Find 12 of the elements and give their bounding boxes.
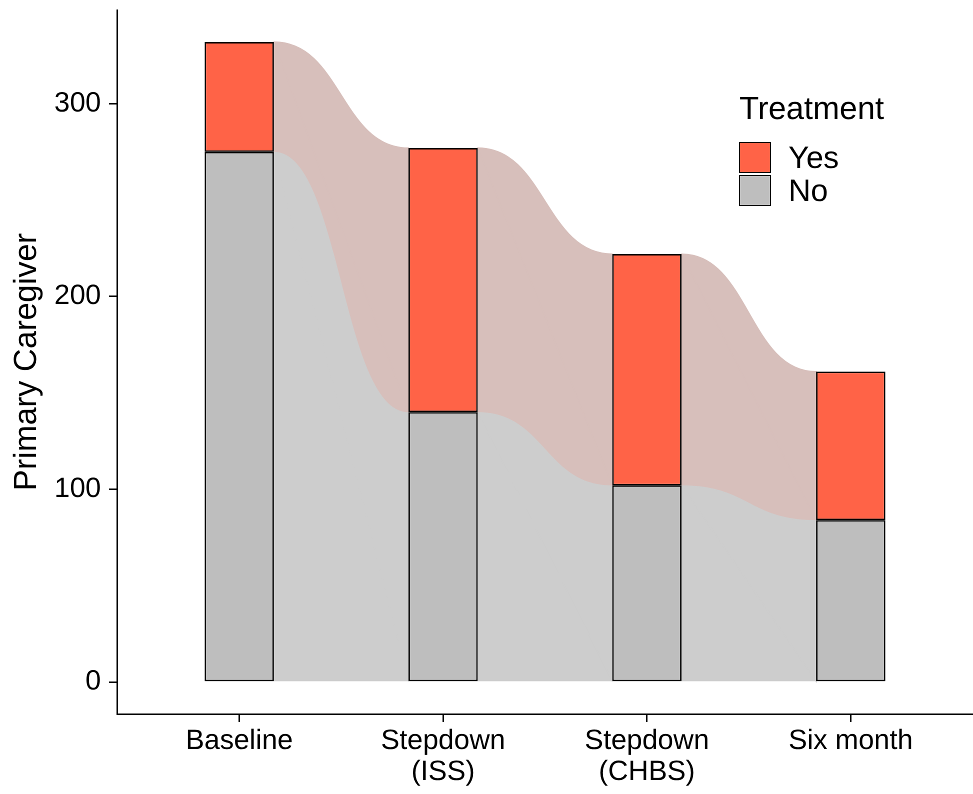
legend-label: No xyxy=(788,173,828,208)
legend-label: Yes xyxy=(788,140,839,175)
y-axis-title: Primary Caregiver xyxy=(7,232,44,491)
y-tick-label: 200 xyxy=(54,279,101,310)
y-tick-label: 100 xyxy=(54,472,101,503)
y-tick-label: 300 xyxy=(54,86,101,118)
x-tick-label: Stepdown (CHBS) xyxy=(584,724,710,786)
legend-title: Treatment xyxy=(739,90,884,126)
x-tick-label: Six month xyxy=(788,724,913,756)
x-tick-label: Stepdown (ISS) xyxy=(380,724,506,786)
y-tick-label: 0 xyxy=(85,664,101,696)
x-tick-label: Baseline xyxy=(186,724,293,756)
